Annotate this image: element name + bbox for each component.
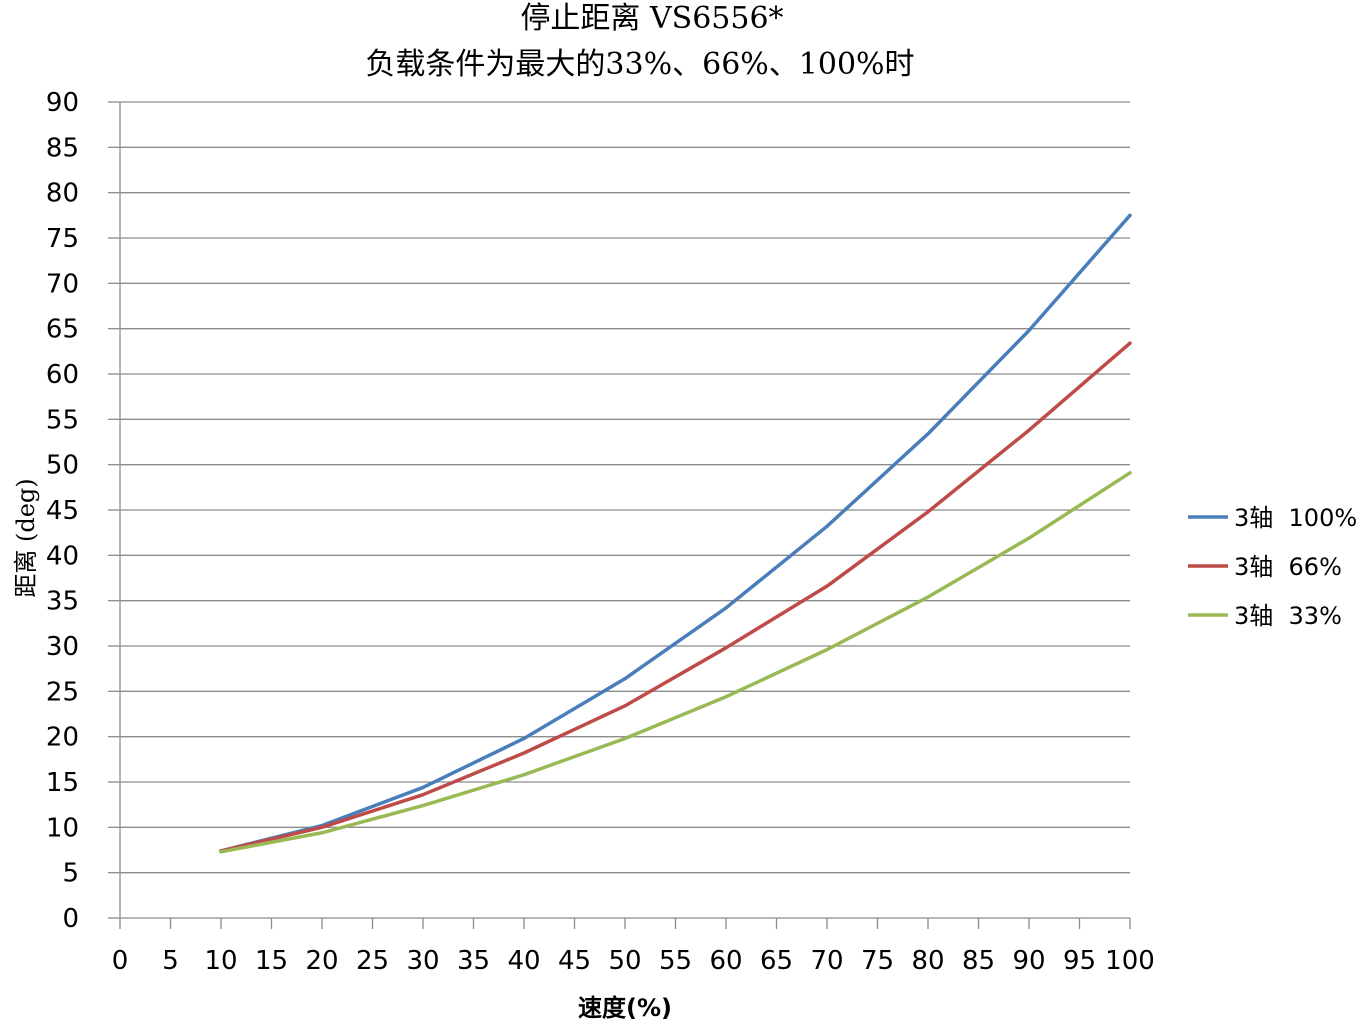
y-tick-label: 40: [46, 541, 79, 571]
legend-label-0: 3轴 100%: [1234, 504, 1357, 532]
series-2-point: [825, 648, 829, 652]
series-1-point: [421, 793, 425, 797]
y-tick-label: 60: [46, 360, 79, 390]
y-tick-label: 55: [46, 405, 79, 435]
series-1-point: [623, 704, 627, 708]
y-tick-labels: 0 5 10 15 20 25 30 35 40 45 50 55 60 65 70 75 80 85 90: [46, 88, 79, 934]
series-2-point: [1027, 536, 1031, 540]
x-tick-label: 60: [709, 946, 742, 976]
series-2-point: [724, 695, 728, 699]
series-2-point: [522, 773, 526, 777]
x-tick-label: 10: [204, 946, 237, 976]
series-2-point: [623, 736, 627, 741]
series-1-point: [926, 510, 930, 514]
series-1-point: [825, 584, 829, 588]
series-0-point: [926, 432, 930, 436]
series-2-point: [421, 803, 425, 808]
series-1-point: [320, 825, 324, 829]
series-line-0: [219, 213, 1132, 853]
series-2-point: [320, 831, 324, 835]
series-0-point: [421, 785, 425, 790]
x-tick-label: 40: [507, 946, 540, 976]
x-tick-labels: 0 5 10 15 20 25 30 35 40 45 50 55 60 65 70 75 80 85 90 95 10…: [112, 946, 1155, 976]
chart-title-line-2: 负载条件为最大的33%、66%、100%时: [365, 47, 914, 82]
x-tick-label: 35: [457, 946, 490, 976]
x-axis-title: 速度(%): [578, 994, 672, 1022]
x-tick-label: 45: [558, 946, 591, 976]
x-tick-label: 85: [962, 946, 995, 976]
series-0-point: [825, 524, 829, 528]
y-axis-title: 距离 (deg): [12, 478, 40, 597]
series-0-point: [1027, 328, 1031, 333]
x-tick-label: 65: [760, 946, 793, 976]
y-tick-label: 65: [46, 315, 79, 345]
x-tick-label: 25: [356, 946, 389, 976]
y-tick-label: 15: [46, 768, 79, 798]
x-tick-label: 90: [1012, 946, 1045, 976]
x-tick-label: 95: [1063, 946, 1096, 976]
x-tick-label: 0: [112, 946, 129, 976]
series-2-point: [1128, 471, 1132, 475]
y-tick-label: 80: [46, 179, 79, 209]
y-tick-label: 70: [46, 269, 79, 299]
x-tick-label: 50: [608, 946, 641, 976]
series-0-point: [1128, 213, 1132, 217]
x-tick-label: 70: [810, 946, 843, 976]
legend-label-2: 3轴 33%: [1234, 602, 1342, 630]
y-tick-label: 30: [46, 632, 79, 662]
x-tick-label: 75: [861, 946, 894, 976]
y-tick-label: 10: [46, 813, 79, 843]
x-tick-label: 100: [1105, 946, 1155, 976]
legend-label-1: 3轴 66%: [1234, 553, 1342, 581]
chart-title-line-1: 停止距离 VS6556*: [520, 1, 783, 36]
series-0-point: [522, 736, 526, 741]
x-tick-label: 80: [911, 946, 944, 976]
series-1-point: [1027, 428, 1031, 432]
y-tick-label: 0: [62, 904, 79, 934]
y-tick-label: 85: [46, 133, 79, 163]
series-2-point: [926, 595, 930, 599]
y-tick-label: 90: [46, 88, 79, 118]
y-tick-label: 50: [46, 451, 79, 481]
y-tick-label: 35: [46, 587, 79, 617]
series-line-1: [219, 341, 1132, 853]
series-lines: [219, 213, 1132, 854]
x-tick-label: 20: [305, 946, 338, 976]
series-0-point: [623, 677, 627, 681]
axes: [108, 101, 1131, 929]
y-tick-label: 25: [46, 677, 79, 707]
y-tick-label: 45: [46, 496, 79, 526]
x-tick-label: 30: [406, 946, 439, 976]
series-1-point: [522, 751, 526, 755]
legend: 3轴 100% 3轴 66% 3轴 33%: [1188, 504, 1357, 630]
x-tick-label: 5: [162, 946, 179, 976]
series-1-point: [724, 646, 728, 650]
grid-lines: [120, 101, 1130, 874]
x-tick-label: 15: [255, 946, 288, 976]
series-1-point: [1128, 341, 1132, 345]
y-tick-label: 5: [62, 859, 79, 889]
series-0-point: [724, 606, 728, 610]
series-line-2: [219, 471, 1132, 854]
y-tick-label: 20: [46, 723, 79, 753]
series-2-point: [219, 850, 223, 854]
x-tick-label: 55: [659, 946, 692, 976]
y-tick-label: 75: [46, 224, 79, 254]
